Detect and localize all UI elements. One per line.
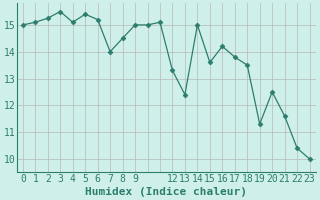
X-axis label: Humidex (Indice chaleur): Humidex (Indice chaleur): [85, 186, 247, 197]
